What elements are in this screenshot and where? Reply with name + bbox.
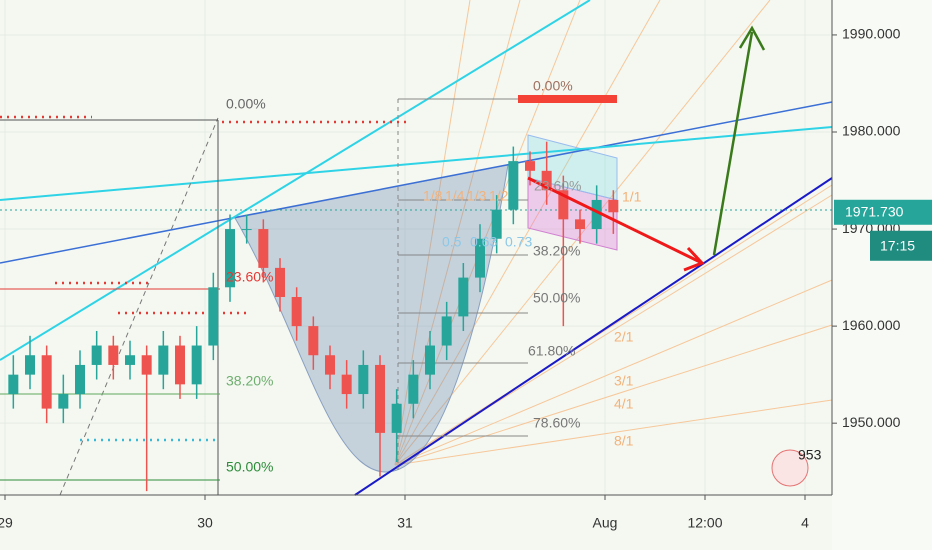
candle-body bbox=[241, 229, 252, 231]
fib-label: 38.20% bbox=[533, 243, 580, 259]
candle-body bbox=[275, 267, 285, 297]
x-tick-label: 12:00 bbox=[687, 515, 722, 531]
x-tick-label: 30 bbox=[197, 515, 213, 531]
candle-body bbox=[175, 345, 185, 385]
price-axis bbox=[832, 0, 932, 550]
y-tick-label: 1990.000 bbox=[842, 26, 901, 42]
candle-body bbox=[25, 355, 35, 375]
candle-body bbox=[391, 403, 402, 433]
candle-body bbox=[325, 355, 335, 375]
fan-ratio: 0.63 bbox=[470, 234, 497, 250]
price-tag: 1971.730 17:15 bbox=[834, 199, 932, 261]
fib-label: 50.00% bbox=[226, 459, 273, 475]
candle-body bbox=[408, 374, 419, 404]
fan-label: 3/1 bbox=[614, 373, 634, 389]
candle-body bbox=[441, 316, 452, 346]
fib-label: 23.60% bbox=[534, 178, 581, 194]
candle-body bbox=[125, 355, 135, 365]
candle-body bbox=[208, 287, 219, 346]
fib-label: 50.00% bbox=[533, 290, 580, 306]
fan-labels: 1/1 2/1 3/1 4/1 8/1 1/8 1/4 1/3 1/2 0.5 … bbox=[423, 188, 642, 449]
fan-label: 1/1 bbox=[622, 189, 642, 205]
fan-ratio: 0.5 bbox=[442, 234, 462, 250]
candle-body bbox=[41, 355, 52, 409]
fib-label: 78.60% bbox=[533, 415, 580, 431]
x-tick-label: 31 bbox=[397, 515, 413, 531]
trend-line bbox=[0, 101, 833, 264]
dotted-lines bbox=[0, 115, 410, 442]
y-tick-label: 1980.000 bbox=[842, 123, 901, 139]
arrows bbox=[527, 25, 766, 272]
fan-label: 1/2 bbox=[489, 188, 509, 204]
candle-body bbox=[475, 238, 485, 278]
candle-body bbox=[158, 345, 169, 375]
candle-body bbox=[541, 170, 552, 191]
fan-ratio: 0.73 bbox=[505, 234, 532, 250]
annotations: 0.00% 23.60% 38.20% 50.00% 0.00% 23.60% … bbox=[226, 78, 581, 475]
candle-body bbox=[375, 364, 385, 433]
price-tag-box bbox=[834, 199, 932, 225]
last-price: 1971.730 bbox=[845, 203, 904, 219]
fan-label: 8/1 bbox=[614, 433, 634, 449]
candle-body bbox=[141, 355, 152, 375]
axes: 1950.0001960.0001970.0001980.0001990.000… bbox=[0, 26, 901, 531]
fib-label: 0.00% bbox=[226, 96, 266, 112]
countdown: 17:15 bbox=[880, 237, 915, 253]
candle-body bbox=[508, 161, 519, 210]
fib-label: 23.60% bbox=[226, 269, 273, 285]
candle-body bbox=[225, 229, 235, 288]
candle-body bbox=[491, 209, 502, 239]
x-tick-label: Aug bbox=[593, 515, 618, 531]
fan-label: 2/1 bbox=[614, 329, 634, 345]
candle-body bbox=[608, 199, 619, 213]
fan-label: 4/1 bbox=[614, 396, 634, 412]
candle-body bbox=[108, 345, 119, 365]
candle-body bbox=[525, 161, 535, 171]
candle-body bbox=[591, 199, 602, 230]
badge-text: 953 bbox=[798, 447, 822, 463]
candle-body bbox=[341, 374, 352, 395]
candle-body bbox=[308, 326, 319, 356]
fib-label: 0.00% bbox=[533, 78, 573, 94]
dashed-line bbox=[59, 117, 219, 496]
cup-pattern bbox=[234, 164, 509, 473]
candle-body bbox=[91, 345, 102, 365]
fan-label: 1/8 bbox=[423, 188, 443, 204]
y-tick-label: 1950.000 bbox=[842, 414, 901, 430]
candle-body bbox=[291, 297, 302, 327]
x-tick-label: 4 bbox=[801, 515, 809, 531]
fan-label: 1/3 bbox=[467, 188, 487, 204]
candle-body bbox=[358, 364, 369, 395]
candle-body bbox=[258, 229, 269, 268]
countdown-box bbox=[870, 230, 932, 261]
candle-body bbox=[191, 345, 202, 385]
x-tick-label: 29 bbox=[0, 515, 13, 531]
trend-line bbox=[0, 0, 591, 361]
candle-body bbox=[558, 190, 569, 220]
candle-body bbox=[458, 277, 469, 317]
candle-body bbox=[575, 219, 585, 230]
fib-label: 38.20% bbox=[226, 373, 273, 389]
candles bbox=[8, 141, 619, 492]
drawings bbox=[0, 0, 833, 496]
candle-body bbox=[75, 364, 85, 395]
candle-body bbox=[425, 345, 435, 375]
support-line bbox=[354, 177, 833, 496]
candle-body bbox=[8, 374, 19, 395]
trend-line bbox=[0, 126, 833, 201]
candle-body bbox=[58, 394, 69, 409]
badge: 953 bbox=[771, 447, 822, 487]
y-tick-label: 1960.000 bbox=[842, 317, 901, 333]
right-fib-lines bbox=[397, 98, 528, 470]
fib-label: 61.80% bbox=[528, 343, 575, 359]
grid bbox=[0, 0, 830, 495]
fan-label: 1/4 bbox=[445, 188, 465, 204]
